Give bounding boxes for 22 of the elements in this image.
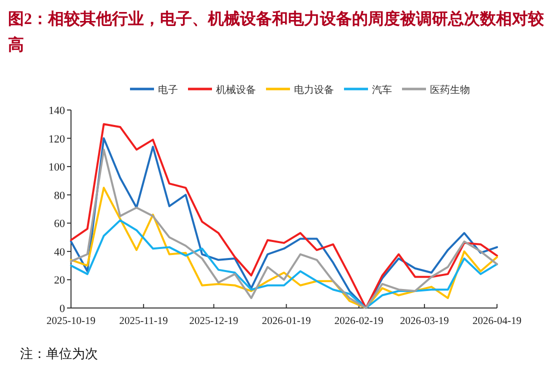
y-tick-label: 140 (48, 105, 66, 117)
legend-label: 机械设备 (216, 84, 256, 96)
x-tick-label: 2026-02-19 (334, 316, 384, 327)
legend-label: 电子 (158, 84, 178, 96)
x-tick-label: 2026-01-19 (262, 316, 311, 327)
chart-title: 图2：相较其他行业，电子、机械设备和电力设备的周度被调研总次数相对较高 (8, 9, 545, 54)
y-tick-label: 80 (54, 190, 66, 202)
y-tick-label: 40 (54, 246, 66, 258)
legend-label: 电力设备 (294, 84, 334, 96)
text: 注：单位为次 (20, 346, 98, 361)
y-tick-label: 0 (60, 303, 66, 315)
legend-label: 汽车 (372, 84, 392, 96)
y-tick-label: 20 (54, 274, 66, 287)
y-tick-label: 100 (48, 162, 66, 174)
x-tick-label: 2025-12-19 (189, 316, 238, 327)
y-tick-label: 60 (54, 218, 66, 230)
y-tick-label: 120 (48, 133, 66, 146)
x-tick-label: 2026-03-19 (400, 316, 449, 327)
x-tick-label: 2025-10-19 (46, 316, 96, 327)
x-tick-label: 2026-04-19 (472, 316, 522, 327)
legend-label: 医药生物 (430, 84, 470, 96)
x-tick-label: 2025-11-19 (119, 316, 168, 327)
